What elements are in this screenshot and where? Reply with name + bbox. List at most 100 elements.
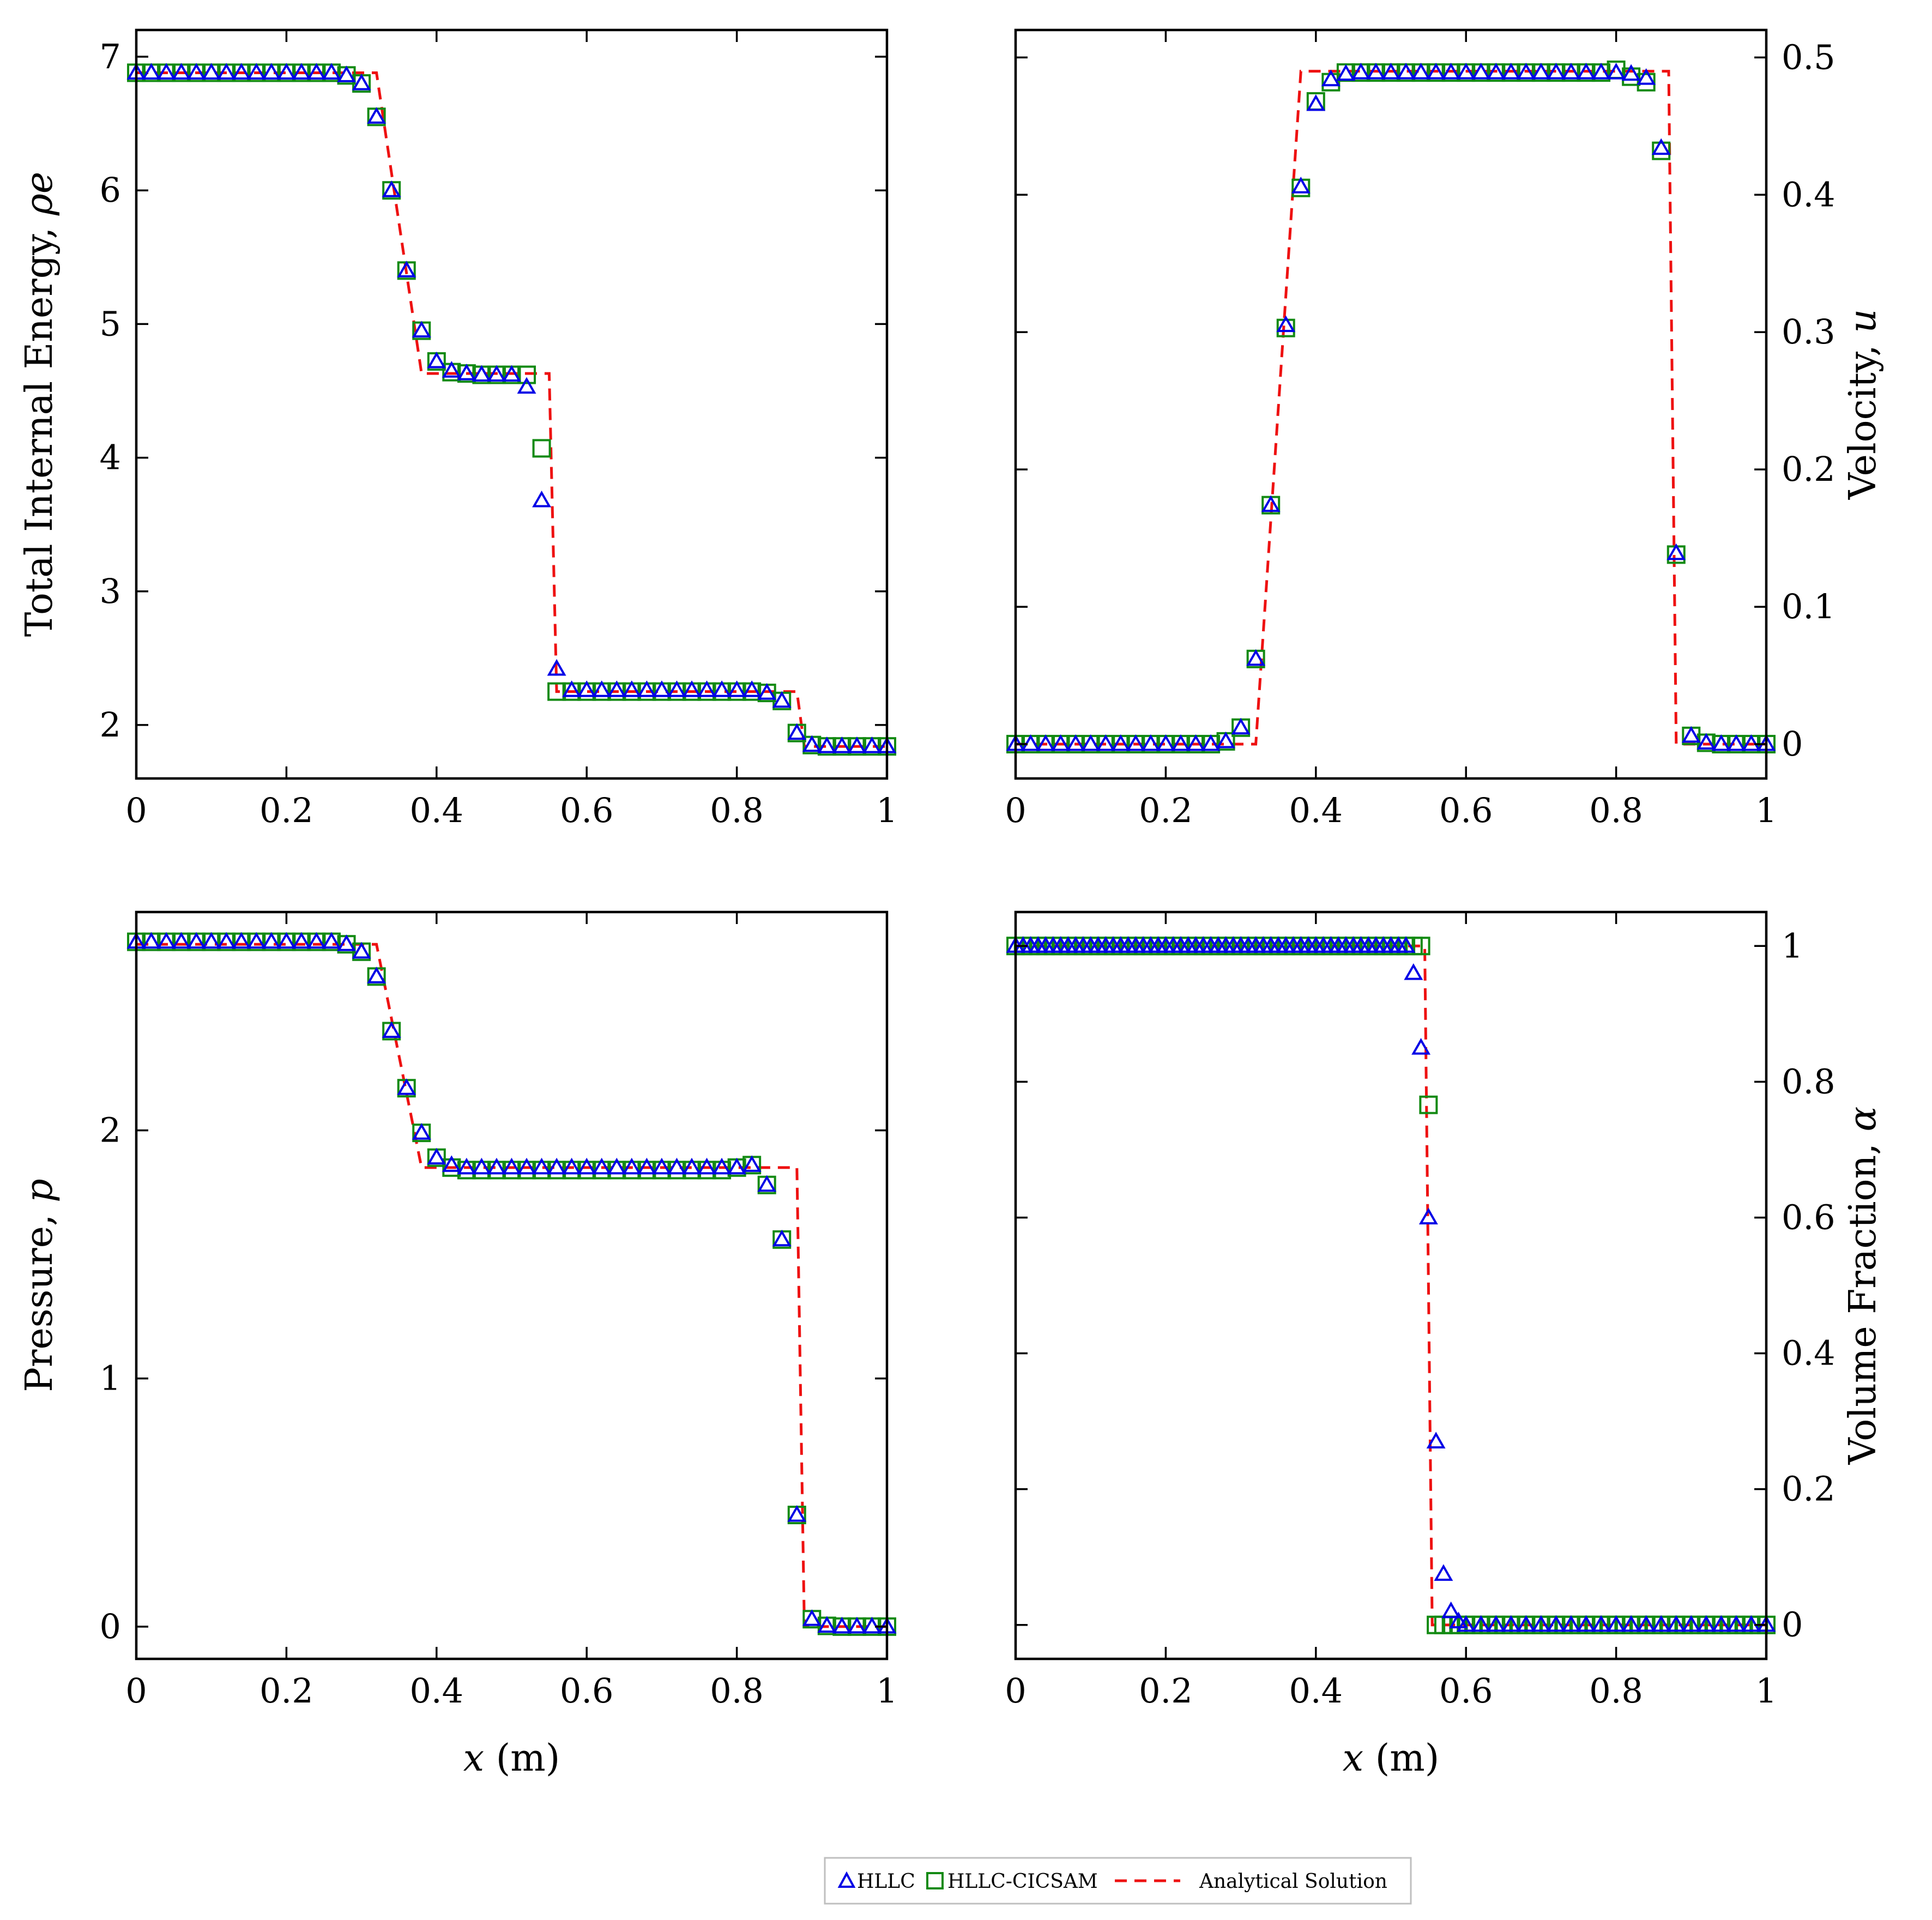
hllc-point	[1591, 63, 1611, 80]
hllc-point	[1426, 1432, 1446, 1448]
hllc-point	[727, 680, 747, 697]
hllc-point	[652, 680, 672, 697]
hllc-point	[787, 1505, 807, 1522]
hllc-point	[502, 1157, 521, 1175]
y-tick-label: 0.6	[1782, 1197, 1836, 1237]
axis-frame	[135, 28, 889, 780]
hllc-point	[232, 932, 251, 949]
hllc-point	[1546, 63, 1566, 80]
x-tick-label: 0.8	[710, 1671, 764, 1711]
legend-square-icon	[926, 1872, 944, 1889]
hllc-point	[397, 261, 416, 277]
legend-label-hllc: HLLC	[857, 1870, 915, 1893]
hllc-point	[276, 932, 296, 949]
hllc-point	[1501, 63, 1521, 80]
hllc-point	[1726, 1615, 1746, 1632]
hllc-point	[337, 934, 357, 951]
hllc-point	[1404, 963, 1423, 980]
x-axis-title: x (m)	[1343, 1737, 1440, 1780]
hllc-point	[1651, 138, 1671, 155]
hllc-point	[337, 65, 357, 82]
analytical-solution-line	[1016, 70, 1766, 746]
hllc-point	[1711, 734, 1731, 751]
hllc-point	[1321, 69, 1341, 87]
x-tick-label: 0.4	[409, 790, 463, 830]
y-axis-title: Total Internal Energy, ρe	[18, 172, 61, 637]
hllc-point	[667, 1157, 686, 1175]
hllc-point	[1306, 94, 1326, 111]
hllc-point	[1637, 68, 1656, 85]
hllc-point	[457, 1157, 476, 1175]
hllc-point	[1531, 63, 1551, 80]
legend: HLLC HLLC-CICSAM Analytical Solution	[824, 1857, 1412, 1905]
hllc-point	[1516, 63, 1536, 80]
hllc-point	[1434, 1564, 1453, 1581]
y-tick-label: 0.5	[1782, 37, 1836, 77]
hllc-cicsam-point	[1419, 1095, 1438, 1114]
hllc-point	[367, 107, 387, 124]
y-tick-label: 7	[100, 37, 121, 76]
hllc-point	[1156, 734, 1175, 751]
hllc-point	[487, 365, 506, 382]
x-tick-label: 0.6	[1439, 1671, 1493, 1711]
x-tick-label: 0.4	[1289, 790, 1343, 830]
hllc-point	[1667, 1615, 1686, 1632]
hllc-point	[1531, 1615, 1551, 1632]
y-axis-title: Pressure, p	[18, 1179, 61, 1392]
axis-frame	[1014, 28, 1768, 780]
hllc-point	[172, 932, 191, 949]
x-tick-label: 0.4	[409, 1671, 463, 1711]
hllc-point	[1276, 315, 1296, 333]
hllc-point	[562, 1157, 582, 1175]
hllc-point	[1456, 1615, 1476, 1632]
hllc-point	[682, 1157, 702, 1175]
x-tick-label: 1	[876, 1671, 897, 1711]
hllc-point	[1096, 734, 1115, 751]
hllc-point	[262, 932, 281, 949]
hllc-point	[1621, 64, 1641, 81]
hllc-point	[1667, 543, 1686, 560]
hllc-point	[592, 1157, 612, 1175]
velocity-panel: 0 0.2 0.4 0.6 0.8 100.10.20.30.40.5Velocity, …	[1005, 28, 1885, 830]
hllc-point	[1366, 63, 1386, 80]
hllc-point	[1261, 495, 1281, 512]
hllc-point	[216, 932, 236, 949]
hllc-cicsam-point	[1637, 73, 1656, 92]
hllc-point	[1396, 63, 1416, 80]
hllc-point	[547, 659, 566, 676]
hllc-point	[292, 63, 311, 80]
hllc-point	[352, 941, 371, 959]
hllc-point	[1111, 734, 1131, 751]
hllc-point	[382, 1021, 401, 1038]
hllc-point	[817, 736, 837, 753]
hllc-point	[487, 1157, 506, 1175]
hllc-point	[156, 932, 176, 949]
hllc-point	[622, 1157, 642, 1175]
y-axis-title: Velocity, u	[1842, 309, 1885, 500]
hllc-point	[1486, 63, 1506, 80]
y-tick-label: 0.8	[1782, 1061, 1836, 1101]
hllc-point	[1637, 1615, 1656, 1632]
x-tick-label: 0.2	[1139, 790, 1193, 830]
hllc-cicsam-point	[1321, 73, 1341, 92]
y-tick-label: 0.2	[1782, 1469, 1836, 1509]
hllc-cicsam-point	[517, 365, 536, 384]
hllc-point	[186, 932, 206, 949]
hllc-point	[427, 1148, 446, 1165]
y-tick-label: 0	[100, 1607, 121, 1646]
hllc-point	[1066, 734, 1085, 751]
hllc-point	[697, 680, 716, 697]
hllc-point	[262, 63, 281, 80]
y-tick-label: 2	[100, 705, 121, 745]
hllc-point	[1231, 717, 1251, 735]
pressure-panel: 0 0.2 0.4 0.6 0.8 1 0 1 2 Pressure, p x (m)	[18, 910, 898, 1780]
hllc-cicsam-point	[1652, 141, 1671, 160]
hllc-point	[652, 1157, 672, 1175]
analytical-solution-line	[136, 943, 887, 1628]
hllc-point	[712, 680, 732, 697]
hllc-point	[562, 680, 582, 697]
hllc-point	[592, 680, 612, 697]
hllc-point	[1081, 734, 1101, 751]
hllc-point	[1126, 734, 1145, 751]
hllc-point	[156, 63, 176, 80]
